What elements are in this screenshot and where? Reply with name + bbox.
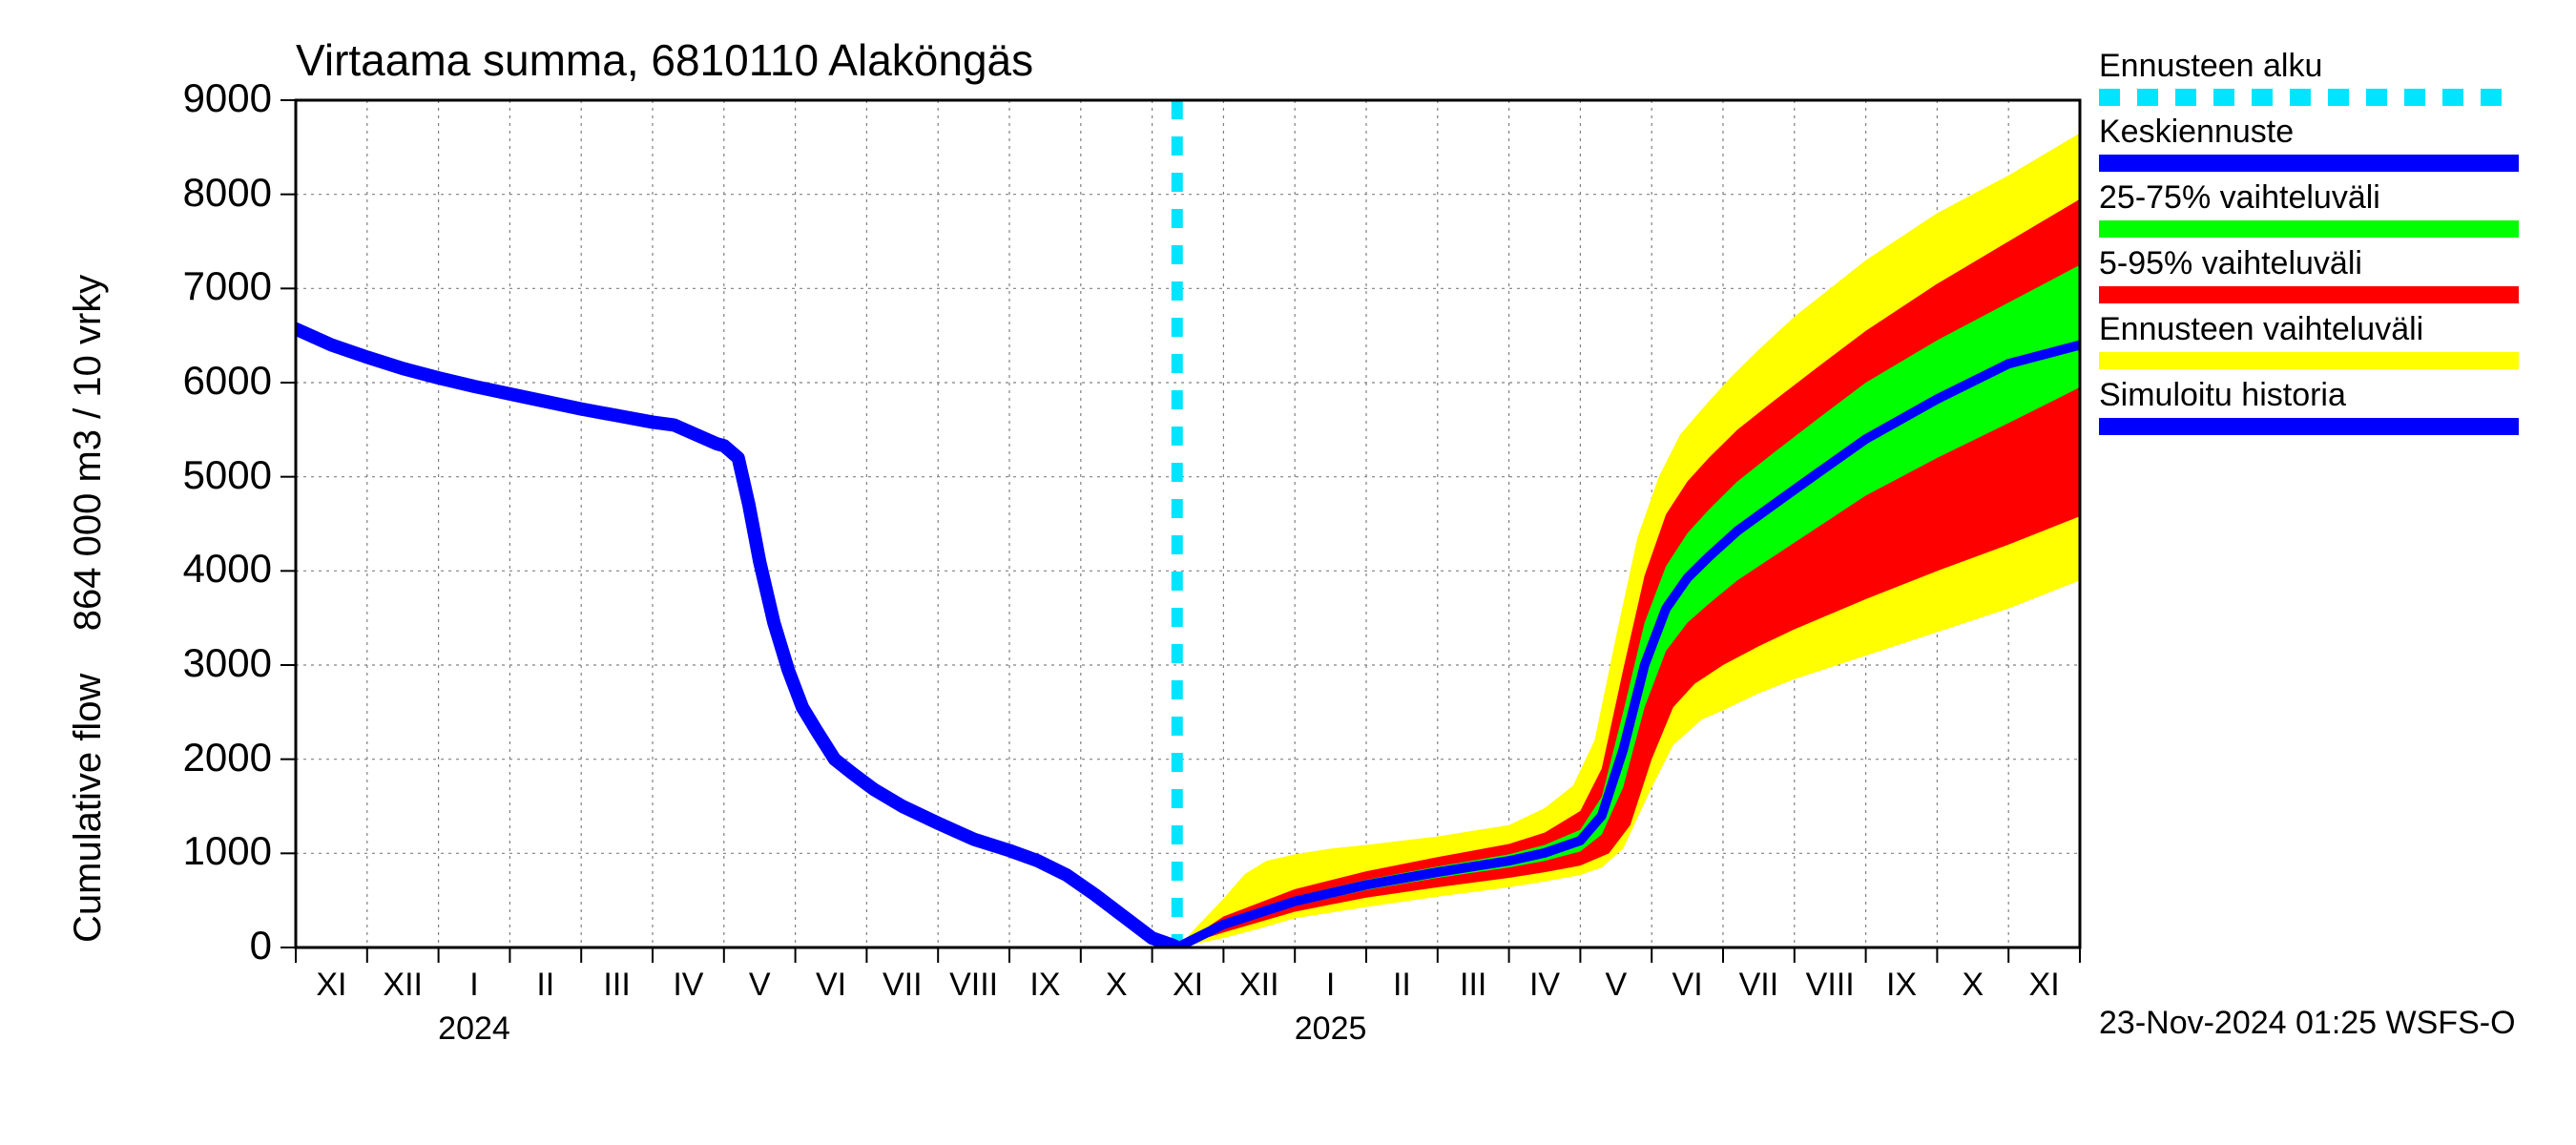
y-tick-label: 3000 [157,640,272,686]
legend: Ennusteen alku Keskiennuste 25-75% vaihtel… [2099,48,2519,443]
y-axis-label: Cumulative flow 864 000 m3 / 10 vrky [67,275,110,943]
x-month-label: XI [316,967,346,1004]
x-month-label: III [603,967,630,1004]
y-tick-label: 8000 [157,170,272,216]
legend-swatch [2099,418,2519,435]
x-month-label: VIII [1806,967,1855,1004]
x-month-label: XII [383,967,423,1004]
y-tick-label: 0 [157,923,272,968]
y-tick-label: 5000 [157,452,272,498]
legend-swatch [2099,220,2519,238]
y-tick-label: 4000 [157,546,272,592]
legend-item: Ennusteen vaihteluväli [2099,311,2519,369]
legend-label: Keskiennuste [2099,114,2519,151]
x-month-label: XI [1173,967,1203,1004]
x-month-label: VII [1739,967,1779,1004]
x-month-label: III [1460,967,1486,1004]
footer-timestamp: 23-Nov-2024 01:25 WSFS-O [2099,1005,2516,1042]
legend-item: Simuloitu historia [2099,377,2519,435]
y-tick-label: 1000 [157,828,272,874]
legend-swatch [2099,155,2519,172]
y-tick-label: 2000 [157,735,272,781]
legend-swatch [2099,89,2519,106]
x-month-label: I [469,967,478,1004]
x-month-label: VI [816,967,846,1004]
legend-label: 5-95% vaihteluväli [2099,245,2519,282]
legend-item: Ennusteen alku [2099,48,2519,106]
x-month-label: IV [673,967,703,1004]
legend-swatch [2099,352,2519,369]
legend-item: Keskiennuste [2099,114,2519,172]
x-month-label: XI [2029,967,2060,1004]
x-year-label: 2025 [1295,1010,1367,1048]
legend-label: 25-75% vaihteluväli [2099,179,2519,217]
x-month-label: VII [883,967,923,1004]
x-month-label: II [536,967,554,1004]
legend-label: Simuloitu historia [2099,377,2519,414]
x-month-label: X [1106,967,1128,1004]
legend-label: Ennusteen alku [2099,48,2519,85]
x-month-label: XII [1239,967,1279,1004]
legend-item: 25-75% vaihteluväli [2099,179,2519,238]
legend-item: 5-95% vaihteluväli [2099,245,2519,303]
y-tick-label: 6000 [157,358,272,404]
legend-label: Ennusteen vaihteluväli [2099,311,2519,348]
x-month-label: IV [1529,967,1560,1004]
chart-title: Virtaama summa, 6810110 Alaköngäs [296,34,1033,86]
x-month-label: V [749,967,771,1004]
x-month-label: VIII [949,967,998,1004]
x-month-label: I [1326,967,1335,1004]
x-month-label: X [1962,967,1984,1004]
legend-swatch [2099,286,2519,303]
x-month-label: IX [1029,967,1060,1004]
x-month-label: VI [1672,967,1703,1004]
x-month-label: II [1393,967,1411,1004]
x-month-label: IX [1886,967,1917,1004]
x-year-label: 2024 [438,1010,510,1048]
y-tick-label: 9000 [157,75,272,121]
x-month-label: V [1605,967,1627,1004]
y-tick-label: 7000 [157,263,272,309]
